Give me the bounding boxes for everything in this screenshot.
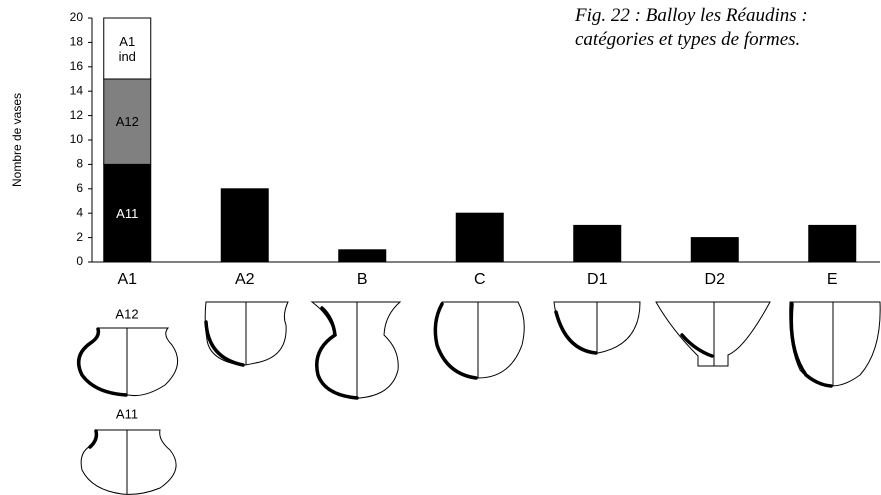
bar bbox=[103, 78, 152, 165]
bar bbox=[338, 249, 387, 263]
y-tick-label: 2 bbox=[76, 230, 83, 244]
pot-drawings bbox=[76, 301, 881, 495]
x-tick-label: E bbox=[827, 271, 838, 288]
segment-label: A12 bbox=[115, 114, 139, 130]
y-tick-label: 18 bbox=[70, 35, 84, 49]
y-tick-label: 0 bbox=[76, 254, 83, 268]
chart-title: Fig. 22 : Balloy les Réaudins : catégori… bbox=[575, 5, 808, 50]
bar bbox=[220, 188, 269, 263]
bar bbox=[573, 224, 622, 263]
x-tick-label: D1 bbox=[587, 271, 608, 288]
segment-label: A11 bbox=[116, 205, 139, 221]
y-tick-label: 6 bbox=[76, 181, 83, 195]
y-tick-label: 8 bbox=[76, 157, 83, 171]
segment-label: A1 ind bbox=[118, 33, 136, 64]
bar bbox=[690, 237, 739, 263]
drawing-label: A12 bbox=[115, 306, 138, 321]
x-tick-label: D2 bbox=[705, 271, 726, 288]
segment-label-box: A12 bbox=[115, 114, 139, 130]
x-tick-label: A2 bbox=[235, 271, 255, 288]
x-tick-label: B bbox=[357, 271, 368, 288]
y-tick-label: 4 bbox=[76, 205, 83, 219]
segment-label-box: A1 ind bbox=[118, 33, 136, 64]
y-axis-label: Nombre de vases bbox=[10, 93, 24, 187]
y-tick-label: 10 bbox=[70, 132, 84, 146]
bar bbox=[103, 163, 152, 263]
y-tick-label: 20 bbox=[70, 10, 84, 24]
x-tick-label: C bbox=[474, 271, 486, 288]
y-tick-label: 12 bbox=[70, 108, 84, 122]
bar bbox=[808, 224, 857, 263]
y-tick-label: 16 bbox=[70, 59, 84, 73]
y-tick-label: 14 bbox=[70, 83, 84, 97]
bar bbox=[103, 17, 152, 80]
segment-label-box: A11 bbox=[116, 205, 139, 221]
drawing-label: A11 bbox=[116, 406, 138, 421]
x-tick-label: A1 bbox=[117, 271, 137, 288]
bar bbox=[455, 212, 504, 263]
title-box: Fig. 22 : Balloy les Réaudins : catégori… bbox=[575, 5, 808, 50]
